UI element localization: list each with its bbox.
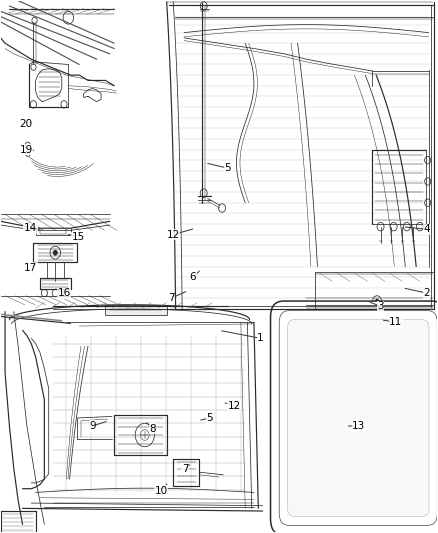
Text: 7: 7 [182,464,188,473]
Text: 13: 13 [352,421,365,431]
Text: 6: 6 [190,272,196,282]
Text: 16: 16 [57,288,71,298]
Circle shape [375,299,379,303]
Circle shape [53,250,57,255]
Text: 11: 11 [389,317,403,327]
Text: 7: 7 [168,293,174,303]
Text: 5: 5 [206,413,213,423]
Text: 15: 15 [72,232,85,243]
Text: 12: 12 [166,230,180,240]
Bar [106,305,166,316]
Text: 9: 9 [89,421,95,431]
Text: 12: 12 [228,401,241,411]
Text: 1: 1 [257,333,264,343]
FancyBboxPatch shape [288,320,429,516]
FancyBboxPatch shape [271,301,438,533]
Text: 10: 10 [155,486,168,496]
Text: 4: 4 [423,224,430,235]
Text: 17: 17 [24,263,37,272]
Text: 14: 14 [24,223,37,233]
FancyBboxPatch shape [279,311,437,526]
Text: 2: 2 [423,288,430,298]
Text: 3: 3 [377,301,384,311]
Text: 20: 20 [19,119,32,129]
Text: 5: 5 [224,163,231,173]
Text: 8: 8 [149,424,156,434]
Text: 19: 19 [19,144,33,155]
